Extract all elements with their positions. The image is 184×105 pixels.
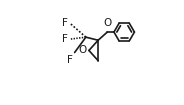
Text: F: F [62,34,68,44]
Text: F: F [62,18,68,28]
Text: O: O [79,45,87,55]
Text: O: O [103,18,112,28]
Text: F: F [67,54,72,65]
